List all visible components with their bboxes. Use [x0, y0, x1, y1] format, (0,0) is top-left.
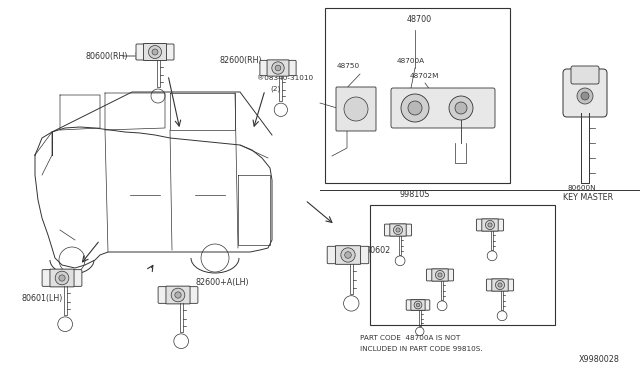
Text: 48702M: 48702M [410, 73, 440, 79]
Circle shape [152, 49, 158, 55]
FancyBboxPatch shape [411, 300, 425, 310]
Circle shape [488, 223, 492, 227]
FancyBboxPatch shape [563, 69, 607, 117]
FancyBboxPatch shape [166, 286, 190, 304]
Text: 99810S: 99810S [400, 190, 430, 199]
FancyBboxPatch shape [42, 270, 82, 286]
Circle shape [148, 45, 161, 58]
Circle shape [455, 102, 467, 114]
Circle shape [401, 94, 429, 122]
Text: 48750: 48750 [337, 63, 360, 69]
FancyBboxPatch shape [335, 246, 360, 264]
Circle shape [438, 273, 442, 277]
FancyBboxPatch shape [385, 224, 412, 236]
Circle shape [498, 283, 502, 287]
FancyBboxPatch shape [426, 269, 454, 281]
Text: INCLUDED IN PART CODE 99810S.: INCLUDED IN PART CODE 99810S. [360, 346, 483, 352]
Circle shape [171, 288, 185, 302]
Circle shape [341, 248, 355, 262]
Circle shape [344, 97, 368, 121]
Circle shape [416, 303, 420, 307]
Text: (2): (2) [270, 85, 280, 92]
Text: 90602: 90602 [365, 246, 390, 254]
FancyBboxPatch shape [267, 60, 289, 76]
Circle shape [435, 270, 445, 279]
FancyBboxPatch shape [50, 269, 74, 287]
FancyBboxPatch shape [327, 246, 369, 264]
FancyBboxPatch shape [136, 44, 174, 60]
FancyBboxPatch shape [390, 224, 406, 236]
FancyBboxPatch shape [482, 219, 498, 231]
Circle shape [175, 292, 181, 298]
Text: KEY MASTER: KEY MASTER [563, 193, 613, 202]
Text: 48700A: 48700A [397, 58, 425, 64]
Text: 48700: 48700 [407, 15, 432, 24]
Circle shape [272, 62, 284, 74]
Text: 80600N: 80600N [567, 185, 596, 191]
Circle shape [577, 88, 593, 104]
Bar [325, 8, 510, 183]
Circle shape [345, 252, 351, 258]
Circle shape [449, 96, 473, 120]
Text: 80600(RH): 80600(RH) [85, 51, 127, 61]
Circle shape [486, 221, 495, 230]
FancyBboxPatch shape [143, 44, 166, 61]
Circle shape [581, 92, 589, 100]
FancyBboxPatch shape [260, 60, 296, 76]
Circle shape [495, 280, 504, 289]
FancyBboxPatch shape [492, 279, 508, 291]
Text: PART CODE  48700A IS NOT: PART CODE 48700A IS NOT [360, 335, 460, 341]
FancyBboxPatch shape [486, 279, 514, 291]
FancyBboxPatch shape [158, 287, 198, 303]
Circle shape [396, 228, 400, 232]
Circle shape [275, 65, 281, 71]
Bar [370, 205, 555, 325]
FancyBboxPatch shape [432, 269, 448, 281]
Circle shape [408, 101, 422, 115]
FancyBboxPatch shape [476, 219, 504, 231]
Circle shape [59, 275, 65, 281]
Text: 80601(LH): 80601(LH) [22, 294, 63, 302]
Circle shape [414, 301, 422, 309]
Text: ®08340-31010: ®08340-31010 [257, 75, 313, 81]
FancyBboxPatch shape [336, 87, 376, 131]
FancyBboxPatch shape [571, 66, 599, 84]
FancyBboxPatch shape [406, 300, 430, 310]
Circle shape [55, 271, 69, 285]
Text: X9980028: X9980028 [579, 355, 620, 364]
FancyBboxPatch shape [391, 88, 495, 128]
Circle shape [394, 225, 403, 235]
Text: 82600+A(LH): 82600+A(LH) [195, 278, 248, 286]
Text: 82600(RH): 82600(RH) [220, 55, 262, 64]
